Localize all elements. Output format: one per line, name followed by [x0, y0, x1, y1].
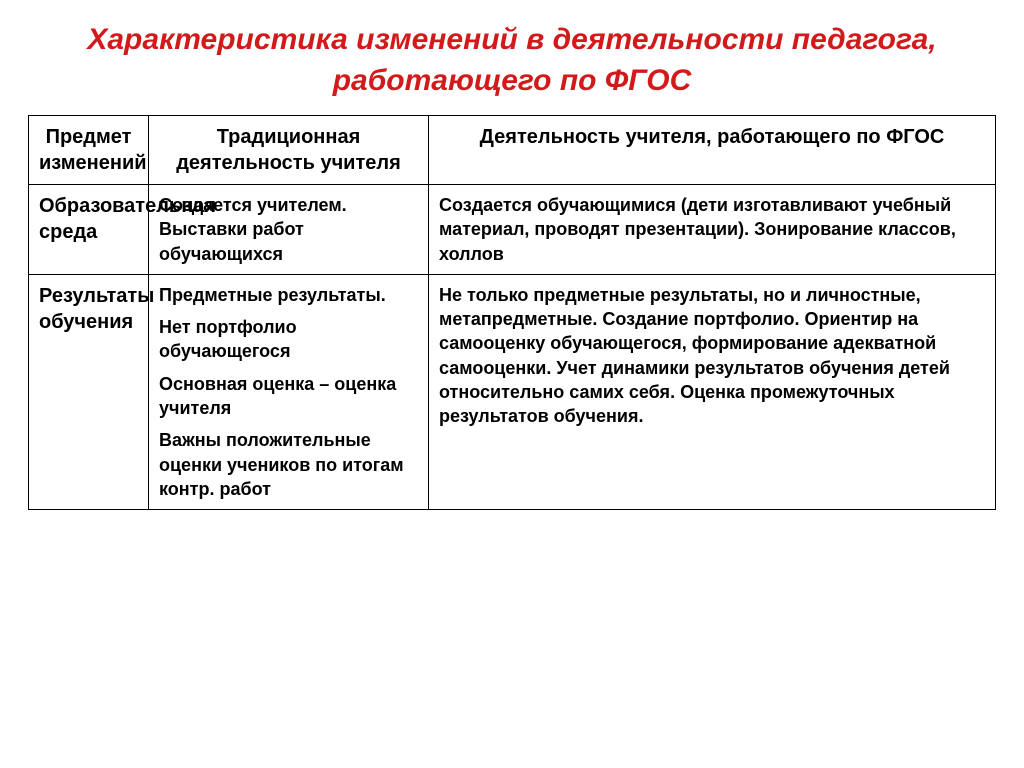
cell-text: Нет портфолио обучающегося [159, 315, 418, 364]
cell-subject: Результаты обучения [29, 274, 149, 509]
comparison-table: Предмет изменений Традиционная деятельно… [28, 115, 996, 510]
header-subject: Предмет изменений [29, 116, 149, 185]
cell-subject: Образовательная среда [29, 185, 149, 275]
cell-fgos: Не только предметные результаты, но и ли… [429, 274, 996, 509]
table-row: Образовательная среда Создается учителем… [29, 185, 996, 275]
slide-title: Характеристика изменений в деятельности … [28, 20, 996, 101]
cell-traditional: Предметные результаты. Нет портфолио обу… [149, 274, 429, 509]
header-fgos: Деятельность учителя, работающего по ФГО… [429, 116, 996, 185]
cell-text: Важны положительные оценки учеников по и… [159, 428, 418, 501]
table-header-row: Предмет изменений Традиционная деятельно… [29, 116, 996, 185]
header-traditional: Традиционная деятельность учителя [149, 116, 429, 185]
cell-text: Предметные результаты. [159, 283, 418, 307]
cell-traditional: Создается учителем. Выставки работ обуча… [149, 185, 429, 275]
cell-text: Основная оценка – оценка учителя [159, 372, 418, 421]
cell-fgos: Создается обучающимися (дети изготавлива… [429, 185, 996, 275]
table-row: Результаты обучения Предметные результат… [29, 274, 996, 509]
